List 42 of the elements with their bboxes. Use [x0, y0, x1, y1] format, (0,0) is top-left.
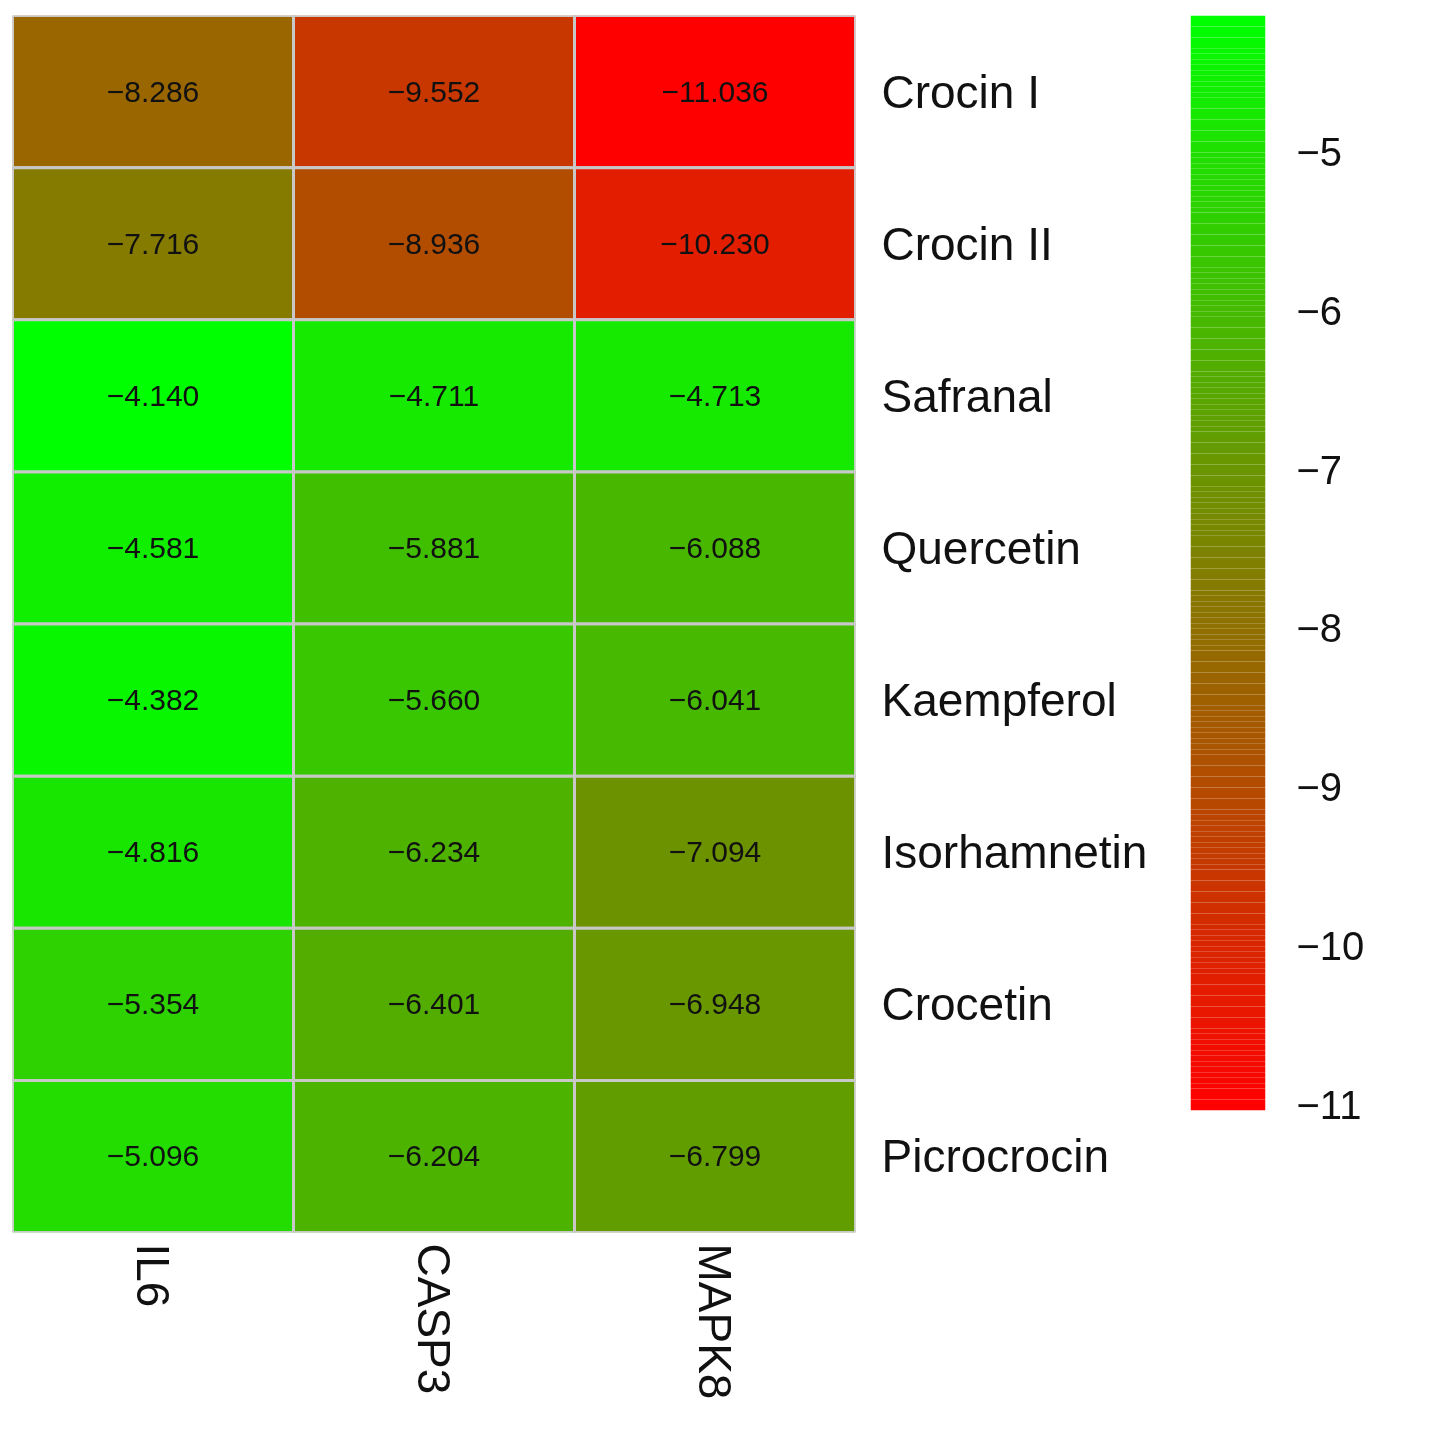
- data-label: −8.936: [387, 226, 481, 260]
- y-tick-label: Quercetin: [881, 521, 1081, 574]
- data-label: −4.713: [668, 378, 762, 412]
- x-tick-label: MAPK8: [689, 1243, 741, 1400]
- y-tick-label: Kaempferol: [881, 674, 1117, 727]
- data-label: −4.816: [106, 835, 200, 869]
- x-tick-label: IL6: [127, 1243, 179, 1308]
- y-tick-label: Crocin II: [881, 217, 1053, 270]
- data-label: −7.094: [668, 835, 762, 869]
- data-label: −9.552: [387, 74, 481, 108]
- data-label: −6.401: [387, 987, 481, 1021]
- color-bar-label: −10: [1296, 924, 1365, 968]
- data-label: −8.286: [106, 74, 200, 108]
- data-label: −6.204: [387, 1139, 481, 1173]
- data-label: −4.581: [106, 530, 200, 564]
- data-label: −10.230: [660, 226, 770, 260]
- y-tick-label: Crocetin: [881, 978, 1053, 1031]
- data-label: −5.354: [106, 987, 200, 1021]
- data-label: −4.140: [106, 378, 200, 412]
- data-label: −4.711: [388, 378, 480, 412]
- data-label: −6.088: [668, 530, 762, 564]
- y-tick-label: Crocin I: [881, 65, 1040, 118]
- color-bar-label: −11: [1296, 1082, 1362, 1127]
- color-bar-label: −9: [1296, 765, 1343, 810]
- color-bar-label: −5: [1296, 130, 1343, 175]
- y-tick-label: Safranal: [881, 369, 1053, 422]
- data-label: −6.948: [668, 987, 762, 1021]
- color-bar-label: −6: [1296, 288, 1343, 333]
- y-tick-label: Picrocrocin: [881, 1130, 1110, 1183]
- data-label: −6.799: [668, 1139, 762, 1173]
- data-label: −5.096: [106, 1139, 200, 1173]
- data-label: −4.382: [106, 683, 200, 717]
- color-bar-label: −8: [1296, 606, 1343, 651]
- data-label: −6.041: [668, 683, 762, 717]
- data-label: −5.660: [387, 683, 481, 717]
- data-label: −7.716: [106, 226, 200, 260]
- data-label: −6.234: [387, 835, 481, 869]
- y-tick-label: Isorhamnetin: [881, 826, 1148, 879]
- data-label: −11.036: [661, 74, 769, 108]
- data-label: −5.881: [387, 530, 481, 564]
- color-bar-label: −7: [1296, 447, 1343, 492]
- x-tick-label: CASP3: [408, 1243, 460, 1395]
